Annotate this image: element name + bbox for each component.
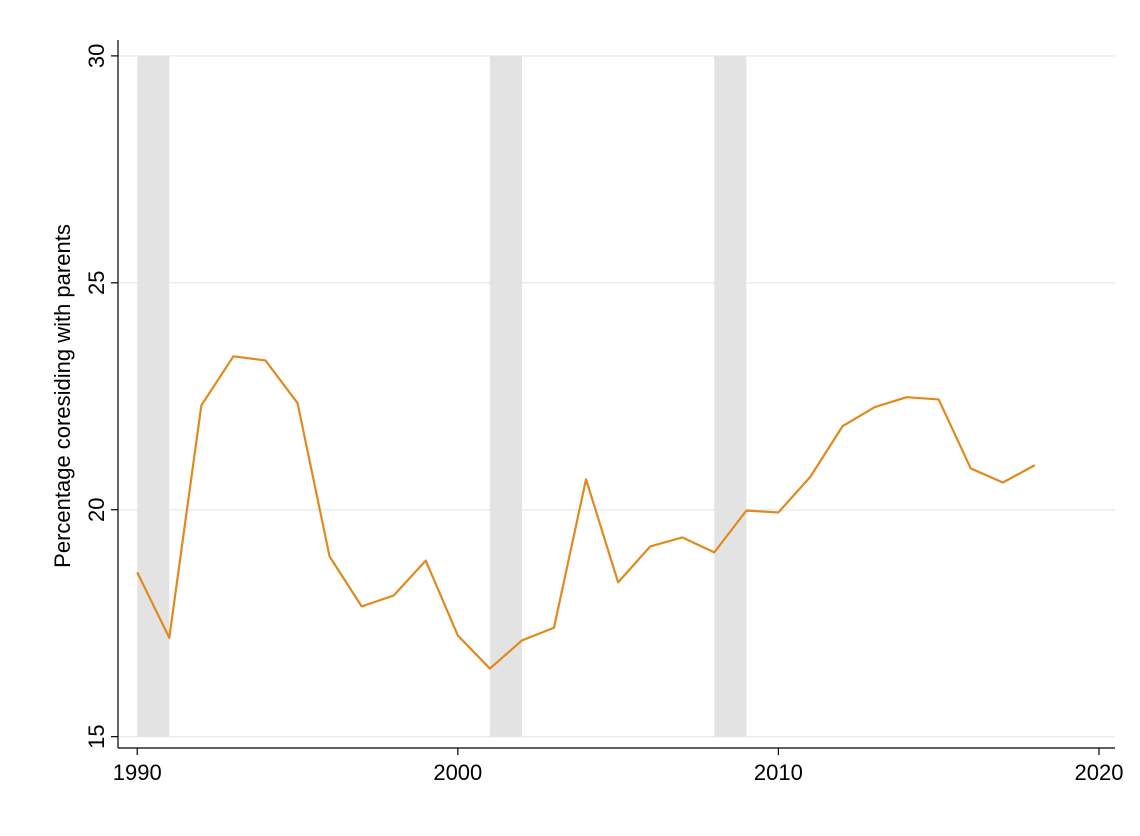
shaded-period — [489, 55, 522, 737]
x-tick-label: 2000 — [433, 760, 482, 785]
y-tick-label: 25 — [84, 271, 109, 295]
x-tick-label: 1990 — [113, 760, 162, 785]
line — [136, 355, 1036, 670]
shaded-period — [137, 55, 170, 737]
y-tick-label: 15 — [84, 724, 109, 748]
x-tick-label: 2020 — [1074, 760, 1123, 785]
x-tick-label: 2010 — [754, 760, 803, 785]
shaded-period — [714, 55, 747, 737]
y-tick-label: 30 — [84, 44, 109, 68]
y-axis-label: Percentage coresiding with parents — [50, 224, 75, 568]
y-tick-label: 20 — [84, 497, 109, 521]
